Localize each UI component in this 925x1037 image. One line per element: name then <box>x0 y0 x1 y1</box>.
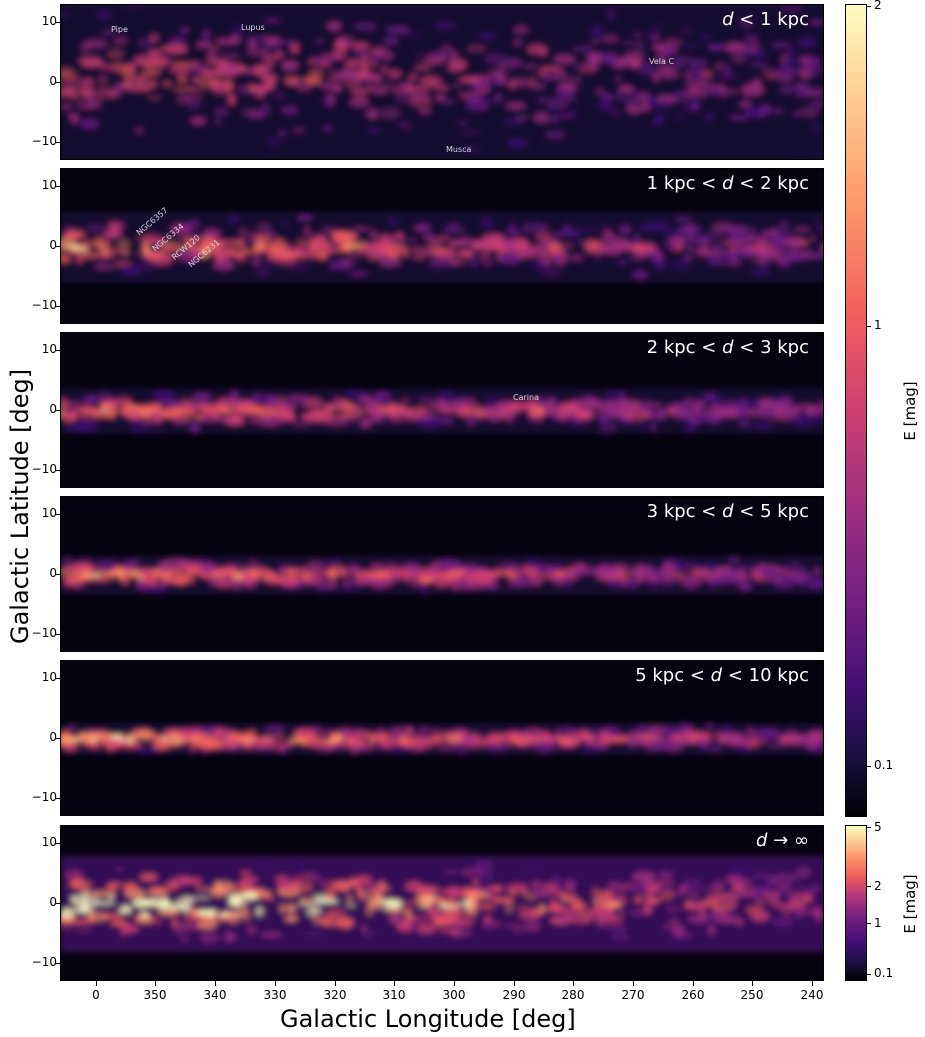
y-tick-label: −10 <box>31 626 57 640</box>
y-tick <box>56 470 60 471</box>
dust-map-image <box>61 856 823 952</box>
dust-map-image <box>61 388 823 434</box>
extinction-map-panel: d < 1 kpc Pipe Lupus Vela C Musca <box>60 4 824 160</box>
x-tick <box>335 981 336 986</box>
y-tick <box>56 186 60 187</box>
panel-title: 3 kpc < d < 5 kpc <box>646 501 809 522</box>
region-label: Lupus <box>241 23 265 32</box>
panel-title: d → ∞ <box>756 830 809 851</box>
y-tick-label: 10 <box>41 835 57 849</box>
y-tick-label: −10 <box>31 955 57 969</box>
x-tick <box>633 981 634 986</box>
y-tick <box>56 82 60 83</box>
x-tick-label: 320 <box>323 988 347 1002</box>
region-label: Vela C <box>649 57 675 66</box>
panel-title: d < 1 kpc <box>722 9 809 30</box>
extinction-map-panel: 3 kpc < d < 5 kpc <box>60 496 824 652</box>
extinction-map-panel: 5 kpc < d < 10 kpc <box>60 660 824 816</box>
x-tick <box>752 981 753 986</box>
y-tick <box>56 350 60 351</box>
x-tick <box>96 981 97 986</box>
region-label: Musca <box>446 145 472 154</box>
colorbar-top <box>845 4 867 817</box>
x-tick <box>573 981 574 986</box>
x-tick-label: 240 <box>800 988 824 1002</box>
colorbar-bottom-tick: 2 <box>874 879 882 893</box>
colorbar-bottom-tick: 1 <box>874 916 882 930</box>
y-tick <box>56 903 60 904</box>
y-tick <box>56 514 60 515</box>
dust-map-image <box>61 5 823 159</box>
x-tick-label: 350 <box>143 988 167 1002</box>
region-label: Carina <box>513 393 539 402</box>
colorbar-top-tick: 0.1 <box>874 758 894 772</box>
colorbar-top-tick: 1 <box>874 318 882 332</box>
x-tick-label: 290 <box>502 988 526 1002</box>
x-tick-label: 280 <box>561 988 585 1002</box>
panel-title: 2 kpc < d < 3 kpc <box>646 337 809 358</box>
y-tick <box>56 963 60 964</box>
x-tick-label: 310 <box>382 988 406 1002</box>
colorbar-top-tick: 2 <box>874 0 882 12</box>
y-tick <box>56 574 60 575</box>
x-tick <box>275 981 276 986</box>
y-tick-label: −10 <box>31 462 57 476</box>
colorbar-bottom-title: E [mag] <box>901 874 919 934</box>
x-tick <box>155 981 156 986</box>
y-tick-label: 0 <box>49 402 57 416</box>
y-tick-label: 10 <box>41 14 57 28</box>
dust-map-image <box>61 722 823 757</box>
extinction-map-panel: 1 kpc < d < 2 kpc NGC6357 NGC6334 RCW120 NGC… <box>60 168 824 324</box>
y-tick-label: 0 <box>49 730 57 744</box>
y-tick <box>56 678 60 679</box>
y-tick-label: −10 <box>31 790 57 804</box>
x-tick-label: 0 <box>92 988 100 1002</box>
x-tick-label: 330 <box>263 988 287 1002</box>
extinction-map-panel: d → ∞ <box>60 825 824 981</box>
x-tick-label: 250 <box>740 988 764 1002</box>
colorbar-bottom <box>845 825 867 981</box>
y-tick-label: 0 <box>49 566 57 580</box>
x-tick <box>454 981 455 986</box>
y-tick-label: 10 <box>41 506 57 520</box>
y-tick <box>56 22 60 23</box>
x-tick <box>394 981 395 986</box>
x-tick <box>812 981 813 986</box>
x-tick <box>215 981 216 986</box>
y-tick-label: 0 <box>49 238 57 252</box>
y-tick-label: 10 <box>41 670 57 684</box>
y-tick <box>56 843 60 844</box>
x-axis-title: Galactic Longitude [deg] <box>280 1005 576 1033</box>
y-tick <box>56 246 60 247</box>
y-tick <box>56 306 60 307</box>
y-tick <box>56 410 60 411</box>
y-tick-label: −10 <box>31 134 57 148</box>
panel-title: 5 kpc < d < 10 kpc <box>635 665 809 686</box>
x-tick <box>693 981 694 986</box>
dust-map-image <box>61 211 823 283</box>
x-tick-label: 270 <box>621 988 645 1002</box>
y-tick-label: 0 <box>49 74 57 88</box>
y-tick <box>56 798 60 799</box>
y-tick-label: 10 <box>41 342 57 356</box>
y-tick <box>56 634 60 635</box>
y-tick-label: 0 <box>49 895 57 909</box>
colorbar-top-title: E [mag] <box>901 381 919 441</box>
colorbar-bottom-tick: 0.1 <box>874 966 894 980</box>
region-label: Pipe <box>111 25 128 34</box>
y-tick <box>56 142 60 143</box>
y-tick <box>56 738 60 739</box>
x-tick-label: 340 <box>203 988 227 1002</box>
extinction-map-panel: 2 kpc < d < 3 kpc Carina <box>60 332 824 488</box>
x-tick-label: 300 <box>442 988 466 1002</box>
colorbar-bottom-tick: 5 <box>874 820 882 834</box>
y-tick-label: 10 <box>41 178 57 192</box>
x-tick <box>514 981 515 986</box>
x-tick-label: 260 <box>681 988 705 1002</box>
panel-title: 1 kpc < d < 2 kpc <box>646 173 809 194</box>
dust-map-image <box>61 555 823 597</box>
y-tick-label: −10 <box>31 298 57 312</box>
